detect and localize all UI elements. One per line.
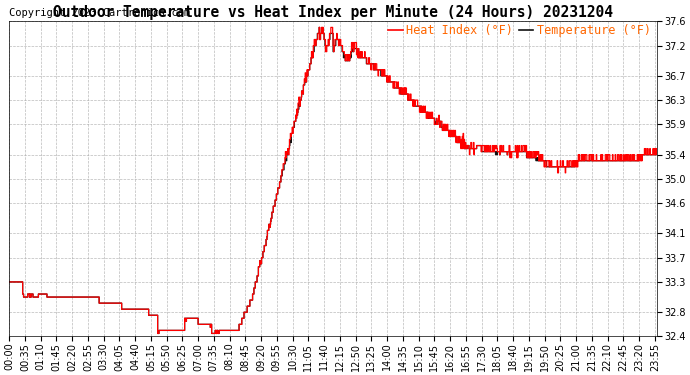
Temperature (°F) bbox=[5, 280, 13, 284]
Temperature (°F) bbox=[576, 159, 584, 163]
Heat Index (°F) bbox=[520, 143, 528, 148]
Heat Index (°F) bbox=[133, 307, 141, 312]
Temperature (°F) bbox=[133, 307, 141, 312]
Temperature (°F) bbox=[520, 149, 528, 154]
Heat Index (°F) bbox=[653, 146, 661, 151]
Line: Temperature (°F): Temperature (°F) bbox=[9, 27, 657, 333]
Heat Index (°F) bbox=[576, 159, 584, 163]
Heat Index (°F) bbox=[315, 25, 324, 30]
Temperature (°F) bbox=[315, 25, 324, 30]
Heat Index (°F) bbox=[153, 331, 161, 336]
Line: Heat Index (°F): Heat Index (°F) bbox=[9, 27, 657, 333]
Heat Index (°F) bbox=[5, 280, 13, 284]
Temperature (°F) bbox=[653, 152, 661, 157]
Title: Outdoor Temperature vs Heat Index per Minute (24 Hours) 20231204: Outdoor Temperature vs Heat Index per Mi… bbox=[53, 4, 613, 20]
Temperature (°F) bbox=[222, 328, 230, 333]
Temperature (°F) bbox=[153, 331, 161, 336]
Heat Index (°F) bbox=[149, 313, 157, 318]
Heat Index (°F) bbox=[222, 328, 230, 333]
Temperature (°F) bbox=[149, 313, 157, 318]
Text: Copyright 2023 Cartronics.com: Copyright 2023 Cartronics.com bbox=[9, 8, 190, 18]
Temperature (°F) bbox=[435, 119, 443, 124]
Legend: Heat Index (°F), Temperature (°F): Heat Index (°F), Temperature (°F) bbox=[388, 24, 651, 37]
Heat Index (°F) bbox=[435, 113, 443, 117]
